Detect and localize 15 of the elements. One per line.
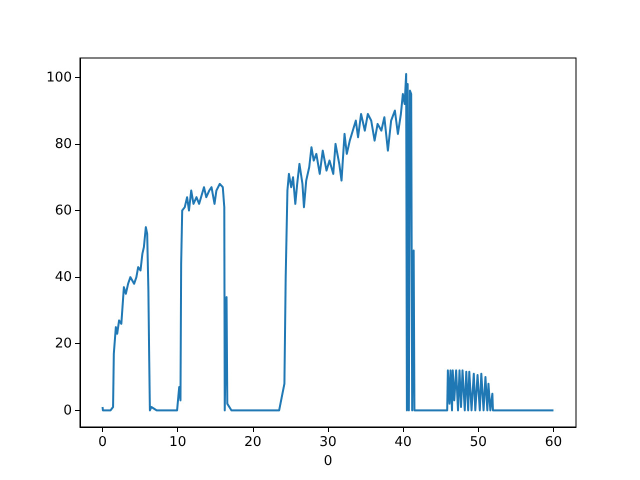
- x-tick-label: 0: [98, 434, 107, 450]
- line-series: [102, 72, 554, 412]
- y-tick-label: 0: [63, 402, 72, 418]
- y-tick-label: 40: [54, 269, 72, 286]
- x-axis-title: 0: [324, 453, 332, 469]
- y-tick-label: 20: [54, 336, 72, 352]
- x-tick-label: 30: [319, 434, 337, 450]
- x-tick-label: 60: [544, 434, 562, 450]
- y-tick-label: 60: [54, 202, 72, 219]
- x-tick-label: 10: [169, 434, 186, 450]
- y-tick-label: 100: [46, 69, 72, 86]
- x-tick-label: 40: [394, 434, 412, 450]
- y-tick-label: 80: [54, 136, 72, 152]
- x-tick-label: 50: [470, 434, 487, 450]
- x-tick-label: 20: [244, 434, 262, 450]
